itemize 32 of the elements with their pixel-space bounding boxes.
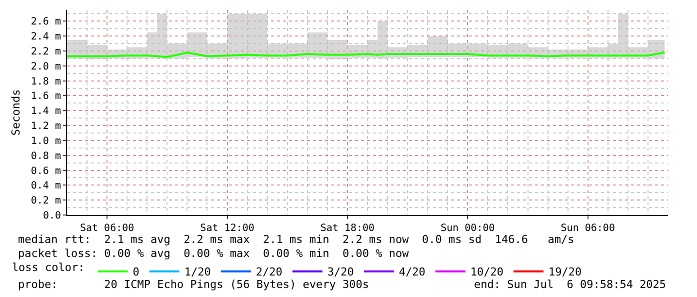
y-tick-label: 0.6 m <box>30 166 61 177</box>
legend-label: 19/20 <box>548 266 582 279</box>
y-tick-label: 2.0 m <box>30 61 61 72</box>
y-tick-label: 1.0 m <box>30 136 61 147</box>
x-tick-label: Sat 06:00 <box>80 223 134 234</box>
y-tick-label: 0.8 m <box>30 150 61 162</box>
legend-label: 3/20 <box>327 266 354 279</box>
legend-label: 1/20 <box>184 266 211 279</box>
y-tick-label: 2.2 m <box>30 46 61 58</box>
legend-label: 10/20 <box>470 266 504 279</box>
legend-title: loss color: <box>12 261 85 274</box>
y-tick-label: 2.4 m <box>30 32 61 43</box>
y-tick-label: 1.8 m <box>30 76 61 88</box>
x-tick-label: Sat 12:00 <box>200 223 254 234</box>
y-tick-label: 1.4 m <box>30 106 61 118</box>
legend-label: 2/20 <box>256 266 282 279</box>
y-tick-label: 1.6 m <box>30 91 61 102</box>
text: packet loss: 0.00 % avg 0.00 % max 0.00 % min 0.00 % now <box>18 247 410 260</box>
y-tick-label: 0.0 <box>42 210 61 222</box>
y-axis-title: Seconds <box>10 89 23 136</box>
y-tick-label: 2.6 m <box>30 16 61 28</box>
y-tick-label: 0.2 m <box>30 196 61 207</box>
x-tick-label: Sat 18:00 <box>320 223 375 234</box>
text: end: Sun Jul 6 09:58:54 2025 <box>474 278 666 291</box>
x-tick-label: Sun 00:00 <box>440 223 495 234</box>
legend-label: 0 <box>132 266 140 279</box>
text: median rtt: 2.1 ms avg 2.2 ms max 2.1 ms min 2.2 ms now 0.0 ms sd 146.6 am/s <box>18 233 574 246</box>
x-tick-label: Sun 06:00 <box>560 223 615 234</box>
text: probe: 20 ICMP Echo Pings (56 Bytes) every 300s <box>18 278 369 291</box>
y-tick-label: 1.2 m <box>30 121 61 132</box>
legend-label: 4/20 <box>398 266 426 279</box>
y-tick-label: 0.4 m <box>30 180 61 192</box>
